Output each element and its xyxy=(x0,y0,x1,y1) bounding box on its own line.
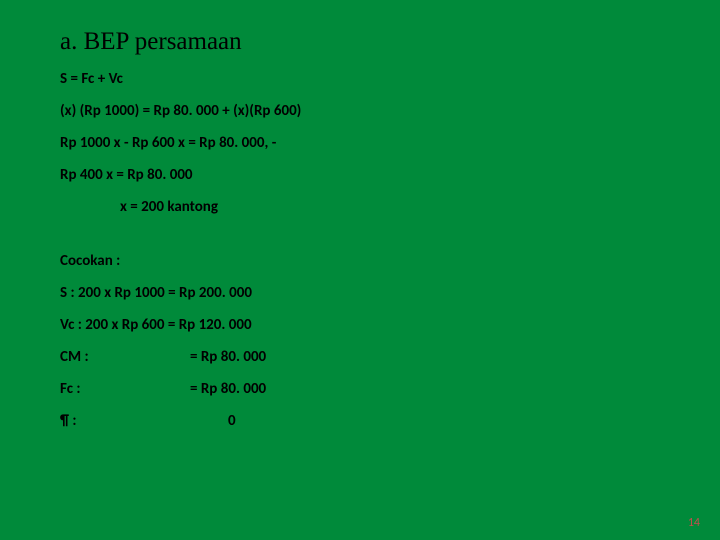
check-header: Cocokan : xyxy=(60,252,660,270)
check-row-pi: ¶ : 0 xyxy=(60,412,660,430)
slide-title: a. BEP persamaan xyxy=(60,28,660,56)
equation-line: Rp 400 x = Rp 80. 000 xyxy=(60,166,660,184)
page-number: 14 xyxy=(688,516,700,530)
cm-value: = Rp 80. 000 xyxy=(190,348,266,366)
pi-label: ¶ : xyxy=(60,412,190,430)
cm-label: CM : xyxy=(60,348,190,366)
slide-content: a. BEP persamaan S = Fc + Vc (x) (Rp 100… xyxy=(0,0,720,454)
result-line: x = 200 kantong xyxy=(60,198,660,216)
fc-label: Fc : xyxy=(60,380,190,398)
check-row-cm: CM : = Rp 80. 000 xyxy=(60,348,660,366)
spacer xyxy=(60,230,660,252)
pi-value: 0 xyxy=(190,412,236,430)
check-row-fc: Fc : = Rp 80. 000 xyxy=(60,380,660,398)
check-line-s: S : 200 x Rp 1000 = Rp 200. 000 xyxy=(60,284,660,302)
equation-line: Rp 1000 x - Rp 600 x = Rp 80. 000, - xyxy=(60,134,660,152)
equation-line: (x) (Rp 1000) = Rp 80. 000 + (x)(Rp 600) xyxy=(60,102,660,120)
equation-line: S = Fc + Vc xyxy=(60,70,660,88)
fc-value: = Rp 80. 000 xyxy=(190,380,266,398)
check-line-vc: Vc : 200 x Rp 600 = Rp 120. 000 xyxy=(60,316,660,334)
